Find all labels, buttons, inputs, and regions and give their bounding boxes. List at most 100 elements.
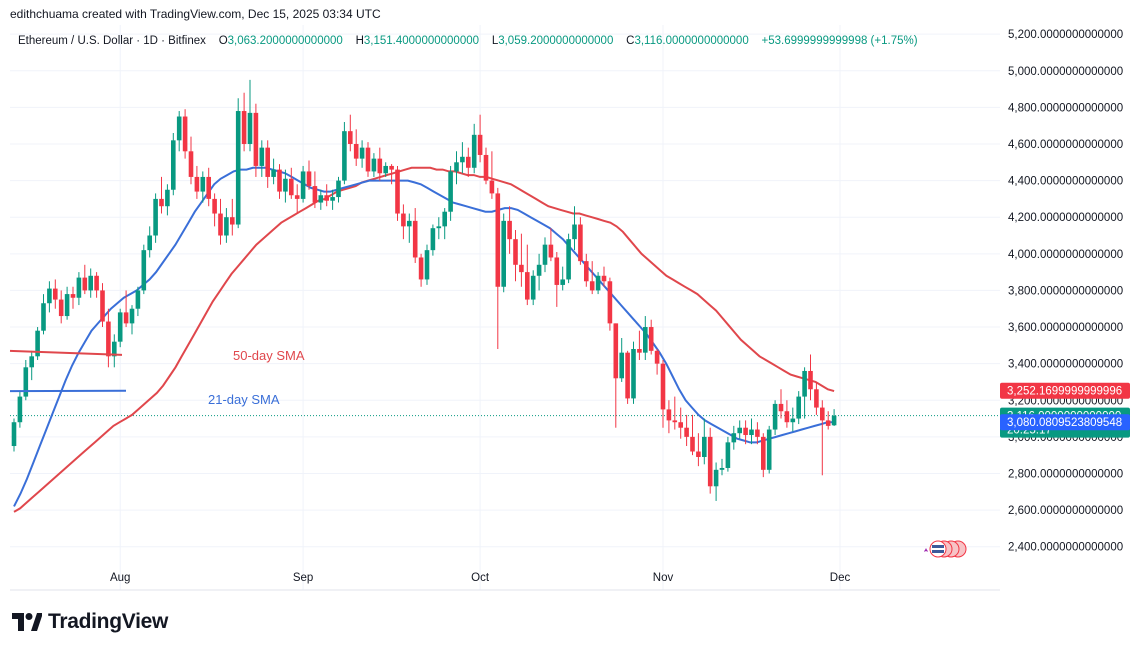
price-tick-label: 4,400.0000000000000 xyxy=(1008,176,1123,188)
candle xyxy=(253,103,259,177)
candle xyxy=(442,208,447,240)
candle xyxy=(820,400,825,476)
price-tick-label: 4,000.0000000000000 xyxy=(1008,249,1123,261)
candle xyxy=(401,204,406,240)
candle xyxy=(430,224,436,256)
candle xyxy=(454,151,459,185)
candle xyxy=(790,407,796,432)
tradingview-logo[interactable]: TradingView xyxy=(12,610,168,634)
candle xyxy=(147,226,152,258)
candle xyxy=(707,427,713,494)
candle xyxy=(784,400,790,428)
candle xyxy=(489,151,495,199)
candle xyxy=(82,264,88,295)
symbol-legend: Ethereum / U.S. Dollar · 1D · Bitfinex O… xyxy=(18,35,918,47)
candle xyxy=(412,208,418,263)
change-value: +53.6999999999998 (+1.75%) xyxy=(761,35,918,47)
candle xyxy=(11,418,17,452)
candle xyxy=(247,79,253,152)
candle xyxy=(619,338,624,382)
candle xyxy=(377,147,383,181)
candle xyxy=(690,414,695,456)
candle xyxy=(743,420,748,445)
chart-grid xyxy=(10,25,1000,591)
candle xyxy=(589,261,595,295)
candle xyxy=(41,294,46,335)
candle xyxy=(554,251,560,307)
price-tick-label: 4,200.0000000000000 xyxy=(1008,212,1123,224)
time-tick-label: Dec xyxy=(830,572,851,584)
candle xyxy=(47,281,52,313)
candle xyxy=(289,167,294,199)
candle xyxy=(17,391,23,428)
price-tick-label: 5,000.0000000000000 xyxy=(1008,66,1123,78)
candle xyxy=(283,169,288,203)
candle xyxy=(519,233,524,287)
candle xyxy=(165,184,170,216)
candle xyxy=(58,290,64,324)
candle xyxy=(666,400,672,434)
candle xyxy=(224,208,229,243)
candle xyxy=(731,425,737,450)
candle xyxy=(182,109,188,159)
candle xyxy=(808,354,813,401)
candle xyxy=(259,140,265,177)
candle xyxy=(64,286,70,320)
sma21-annotation: 21-day SMA xyxy=(208,392,280,407)
candle xyxy=(501,213,506,293)
high-value: 3,151.4000000000000 xyxy=(363,35,480,47)
candle xyxy=(566,233,571,284)
candle xyxy=(548,228,554,262)
candle xyxy=(318,189,324,210)
candle xyxy=(436,217,442,240)
candle xyxy=(206,167,211,207)
candle xyxy=(660,359,666,428)
price-axis[interactable]: 2,400.0000000000000 2,600.0000000000000 2,… xyxy=(1008,29,1123,554)
candle xyxy=(389,164,394,185)
candle xyxy=(218,198,223,245)
candle xyxy=(578,217,583,265)
candle xyxy=(359,140,365,168)
candle xyxy=(141,244,147,295)
candle xyxy=(241,92,247,152)
candle xyxy=(194,165,200,199)
price-tick-label: 4,600.0000000000000 xyxy=(1008,139,1123,151)
candle xyxy=(684,414,689,447)
candle xyxy=(483,147,489,185)
candle xyxy=(466,147,471,177)
candle xyxy=(772,400,778,436)
candle xyxy=(200,171,206,203)
candle xyxy=(525,244,530,306)
sma50-annotation: 50-day SMA xyxy=(233,348,305,363)
open-value: 3,063.2000000000000 xyxy=(227,35,343,47)
candle xyxy=(536,253,542,291)
candle xyxy=(94,272,99,298)
candle xyxy=(601,266,607,287)
price-tick-label: 3,600.0000000000000 xyxy=(1008,322,1123,334)
time-axis[interactable]: Aug Sep Oct Nov Dec xyxy=(110,572,851,584)
candle xyxy=(235,98,241,229)
candle xyxy=(530,270,536,306)
candle xyxy=(365,142,371,177)
symbol-title[interactable]: Ethereum / U.S. Dollar · 1D · Bitfinex xyxy=(18,35,206,47)
sma-lines xyxy=(13,166,835,513)
flag-icon[interactable] xyxy=(924,540,967,558)
candle xyxy=(737,420,742,439)
candle xyxy=(560,266,565,291)
candle xyxy=(713,462,719,501)
price-tick-label: 2,400.0000000000000 xyxy=(1008,542,1123,554)
candle xyxy=(542,237,548,273)
candle xyxy=(513,230,518,282)
candle xyxy=(306,160,312,190)
candle xyxy=(755,422,760,445)
candle xyxy=(29,350,34,381)
candle xyxy=(159,176,164,214)
candle xyxy=(129,305,135,335)
candle xyxy=(802,367,807,419)
sma50-line xyxy=(13,166,835,513)
candle xyxy=(112,334,117,368)
candle xyxy=(176,111,182,152)
candle xyxy=(23,359,29,401)
low-label: L xyxy=(491,35,499,47)
